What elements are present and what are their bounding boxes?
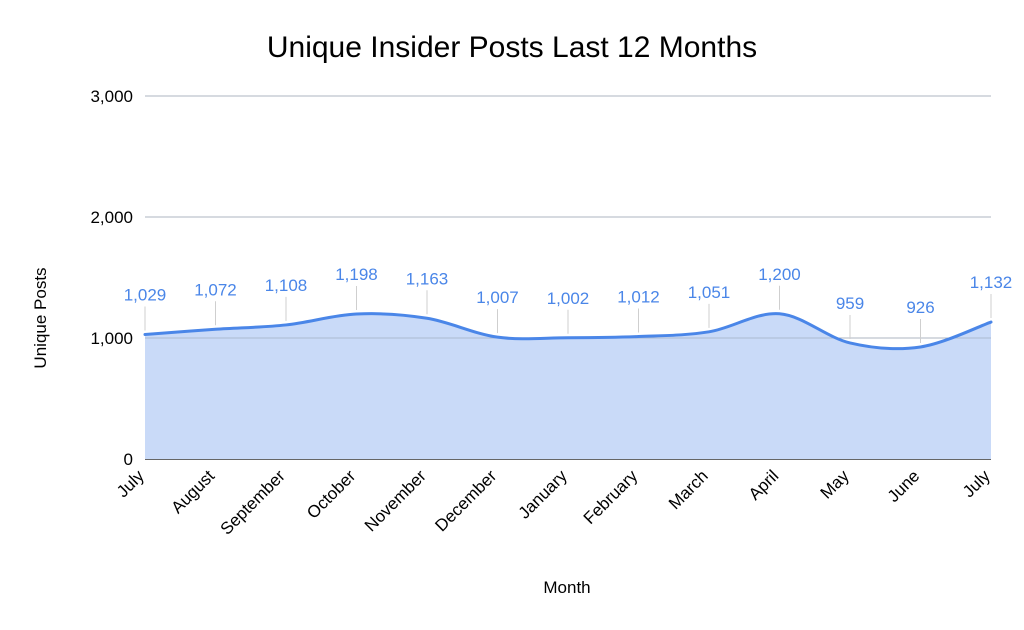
data-label: 959: [836, 294, 864, 313]
x-tick-label: December: [431, 466, 500, 535]
x-tick-label: August: [167, 466, 218, 517]
x-tick-label: October: [303, 466, 359, 522]
x-tick-label: May: [817, 466, 853, 502]
data-label: 1,132: [970, 273, 1013, 292]
data-label: 1,002: [547, 289, 590, 308]
x-tick-label: March: [665, 466, 712, 513]
y-axis-ticks: 0 1,000 2,000 3,000: [90, 87, 133, 469]
y-tick-label: 1,000: [90, 329, 133, 348]
data-label: 1,029: [124, 285, 167, 304]
x-tick-label: July: [113, 466, 148, 501]
x-tick-label: February: [580, 466, 642, 528]
area-fill: [145, 313, 991, 459]
data-label: 1,163: [406, 269, 449, 288]
chart-title: Unique Insider Posts Last 12 Months: [267, 31, 757, 64]
y-tick-label: 2,000: [90, 208, 133, 227]
data-label: 1,108: [265, 276, 308, 295]
y-axis-title: Unique Posts: [31, 267, 50, 368]
data-label: 1,200: [758, 265, 801, 284]
area-series: [143, 95, 993, 459]
y-tick-label: 0: [124, 450, 133, 469]
y-tick-label: 3,000: [90, 87, 133, 106]
series-line: [143, 312, 993, 351]
x-tick-label: November: [361, 466, 430, 535]
data-label: 1,051: [688, 283, 731, 302]
x-axis-title: Month: [543, 578, 590, 597]
data-label: 1,198: [335, 265, 378, 284]
data-label: 1,012: [617, 288, 660, 307]
data-label: 1,072: [194, 280, 237, 299]
x-tick-label: April: [745, 466, 782, 503]
x-tick-label: January: [515, 466, 572, 523]
x-tick-label: September: [217, 466, 289, 538]
x-tick-label: July: [959, 466, 994, 501]
x-tick-label: June: [884, 466, 924, 506]
data-label: 926: [906, 298, 934, 317]
data-labels: 1,029 1,072 1,108 1,198 1,163 1,007 1,002 1,012…: [124, 265, 1013, 343]
data-label: 1,007: [476, 288, 519, 307]
